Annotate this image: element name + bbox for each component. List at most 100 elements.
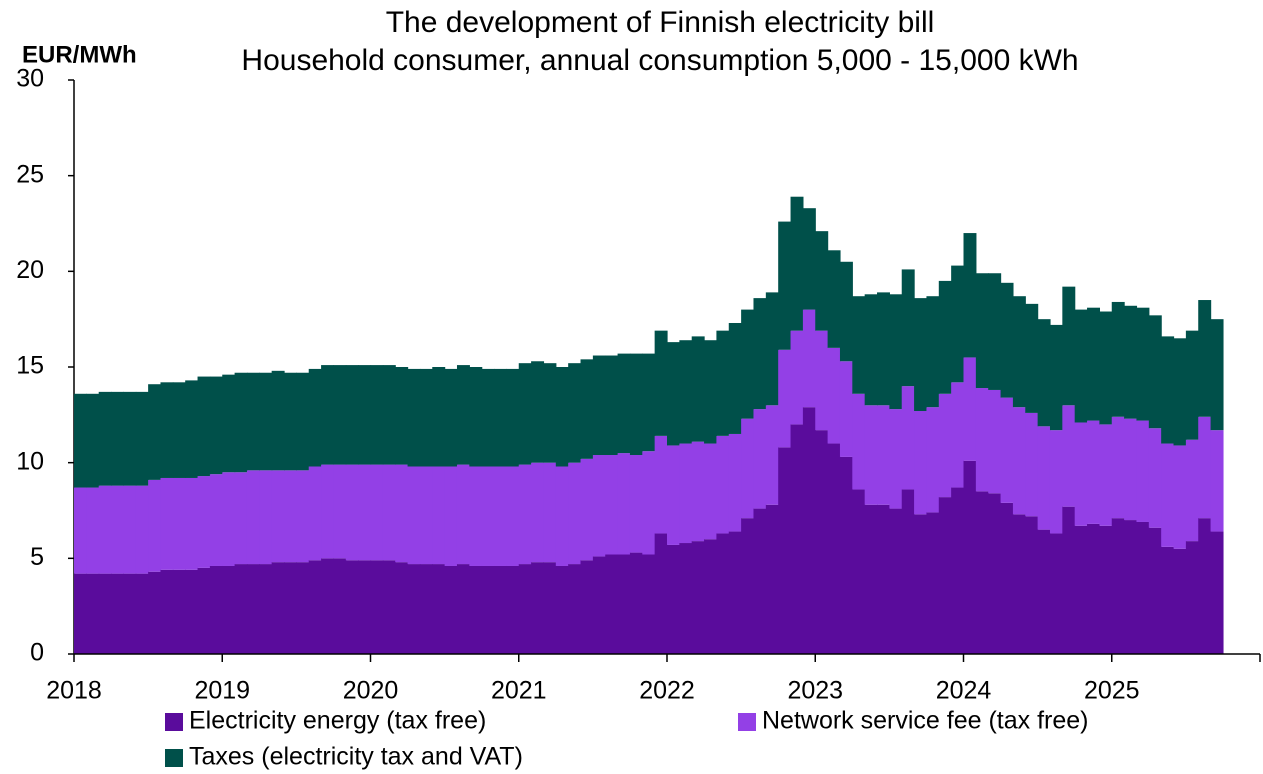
x-tick-label: 2024 [936, 677, 992, 705]
bar-segment [494, 466, 507, 566]
bar-segment [481, 565, 495, 654]
bar-segment [988, 493, 1002, 654]
bar-segment [555, 466, 569, 566]
bar-segment [753, 409, 767, 509]
bar-segment [234, 564, 248, 654]
bar-segment [1124, 305, 1138, 419]
bar-segment [1049, 430, 1063, 534]
bar-segment [382, 464, 396, 561]
bar-segment [358, 464, 372, 561]
bar-segment [815, 231, 829, 331]
bar-segment [111, 573, 125, 654]
bar-segment [802, 309, 816, 408]
y-tick-label: 15 [16, 352, 44, 380]
bar-segment [765, 504, 779, 654]
bar-segment [1000, 282, 1014, 398]
bar-segment [704, 443, 718, 540]
bar-segment [901, 386, 915, 490]
bar-segment [1210, 430, 1224, 532]
bar-segment [197, 376, 211, 477]
bar-segment [531, 361, 545, 463]
bar-segment [1049, 324, 1063, 431]
bar-segment [333, 365, 347, 465]
bar-segment [1087, 523, 1100, 654]
bar-segment [1148, 428, 1162, 528]
legend-swatch [738, 713, 756, 731]
bar-segment [518, 363, 532, 465]
bar-segment [926, 296, 940, 408]
bar-segment [1074, 525, 1088, 654]
bar-segment [555, 565, 569, 654]
bar-segment [580, 458, 594, 561]
bar-segment [1185, 330, 1199, 440]
bar-segment [1185, 439, 1199, 542]
bar-segment [135, 573, 149, 654]
bar-segment [765, 405, 779, 505]
bar-segment [98, 573, 112, 654]
bar-segment [321, 365, 335, 465]
bar-segment [1210, 319, 1224, 431]
bar-segment [1025, 303, 1039, 413]
bar-segment [308, 466, 322, 561]
bar-segment [1099, 311, 1113, 425]
bar-segment [419, 368, 433, 467]
bar-segment [172, 382, 186, 478]
bar-segment [728, 322, 742, 434]
bar-segment [741, 418, 755, 519]
bar-segment [1099, 424, 1113, 526]
bar-segment [518, 464, 532, 565]
bar-segment [1025, 516, 1039, 654]
bar-segment [296, 372, 310, 471]
bar-segment [1025, 412, 1039, 517]
bar-segment [123, 573, 137, 654]
bar-segment [1062, 286, 1076, 406]
bar-segment [877, 504, 890, 654]
bar-segment [889, 294, 903, 410]
bar-segment [111, 485, 125, 574]
bar-segment [778, 221, 792, 350]
bar-segment [679, 340, 693, 444]
bar-segment [852, 489, 866, 654]
bar-segment [914, 514, 928, 654]
bar-segment [617, 453, 631, 555]
bar-segment [1136, 521, 1150, 654]
bar-segment [827, 347, 841, 444]
bar-segment [778, 447, 792, 654]
bar-segment [728, 433, 742, 532]
bar-segment [432, 466, 446, 565]
bar-segment [839, 361, 853, 457]
bar-segment [1173, 338, 1187, 446]
bar-segment [1198, 416, 1212, 519]
x-tick-label: 2019 [194, 677, 250, 705]
bar-segment [889, 409, 903, 509]
bar-segment [592, 455, 606, 557]
bar-segment [407, 564, 421, 654]
bar-segment [1062, 506, 1076, 654]
bar-segment [988, 389, 1002, 494]
bar-segment [629, 455, 643, 553]
bar-segment [135, 391, 149, 486]
bar-segment [877, 292, 890, 406]
bar-segment [568, 462, 582, 565]
bar-segment [568, 363, 582, 463]
bar-segment [963, 233, 977, 358]
bar-segment [654, 330, 668, 436]
bar-segment [234, 372, 248, 473]
bar-segment [642, 554, 656, 654]
legend-swatch [165, 713, 183, 731]
bar-segment [679, 443, 693, 544]
bar-segment [197, 567, 211, 654]
bar-segment [296, 470, 310, 563]
bar-segment [852, 393, 866, 490]
bar-segment [802, 208, 816, 310]
bar-segment [160, 569, 174, 654]
bar-segment [1173, 445, 1187, 549]
bar-segment [284, 562, 297, 654]
bar-segment [864, 504, 878, 654]
bar-segment [617, 554, 631, 654]
bar-segment [938, 393, 952, 498]
bar-segment [382, 365, 396, 465]
bar-segment [1000, 502, 1014, 654]
bar-segment [1124, 520, 1138, 654]
bar-segment [234, 472, 248, 565]
